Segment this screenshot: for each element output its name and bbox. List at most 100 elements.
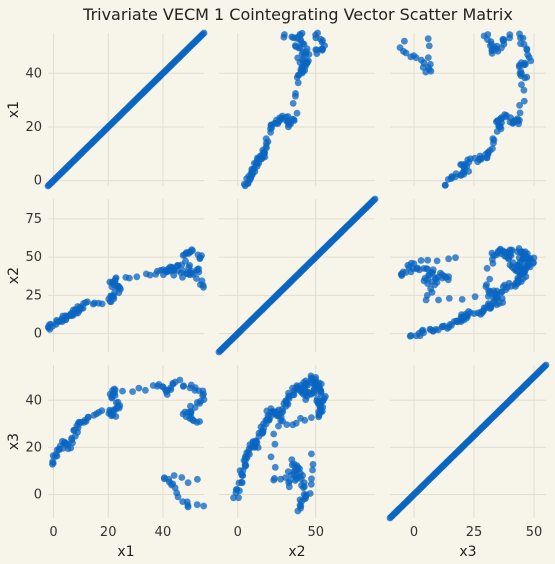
scatter-point (445, 295, 453, 302)
scatter-point (489, 135, 497, 143)
scatter-point (110, 385, 118, 393)
scatter-point (312, 46, 320, 53)
scatter-point (425, 42, 433, 50)
x-tick-label: 0 (234, 525, 242, 540)
scatter-point (309, 461, 317, 468)
scatter-point (196, 399, 204, 407)
scatter-point (300, 484, 307, 492)
scatter-point (98, 300, 106, 308)
scatter-point (477, 154, 485, 162)
scatter-point (267, 453, 275, 461)
y-tick-label: 50 (25, 250, 42, 265)
scatter-point (200, 502, 208, 510)
scatter-point (285, 483, 293, 491)
scatter-point (289, 100, 297, 107)
scatter-point (262, 135, 270, 143)
scatter-point (157, 266, 165, 274)
scatter-point (193, 275, 200, 282)
scatter-point (178, 474, 186, 481)
y-tick-label: 75 (25, 212, 42, 227)
scatter-point (84, 298, 91, 306)
scatter-point (471, 293, 479, 301)
scatter-point (516, 30, 523, 38)
panel-x1-vs-x3 (390, 30, 546, 189)
scatter-point (308, 414, 315, 421)
y-tick-label: 0 (34, 487, 42, 502)
scatter-point (408, 259, 415, 267)
scatter-point (84, 413, 92, 421)
scatter-point (275, 406, 283, 414)
scatter-point (113, 399, 120, 407)
scatter-point (171, 484, 179, 492)
scatter-point (292, 43, 300, 50)
scatter-point (424, 63, 432, 71)
chart-title: Trivariate VECM 1 Cointegrating Vector S… (82, 5, 513, 24)
scatter-point (489, 260, 497, 267)
scatter-point (184, 503, 192, 511)
scatter-point (180, 382, 188, 390)
scatter-point (486, 275, 494, 283)
scatter-point (133, 273, 141, 281)
scatter-point (170, 472, 178, 479)
x-tick-label: 20 (100, 525, 117, 540)
scatter-point (238, 478, 246, 486)
x-tick-label: 0 (49, 525, 57, 540)
scatter-point (435, 296, 442, 304)
scatter-point (186, 262, 194, 269)
x-tick-label: 50 (526, 525, 543, 540)
scatter-point (424, 256, 432, 264)
scatter-point (298, 50, 306, 58)
scatter-point (420, 329, 427, 337)
scatter-point (441, 181, 449, 189)
y-tick-label: 25 (25, 288, 42, 303)
y-tick-label: 0 (34, 327, 42, 342)
scatter-point (288, 115, 296, 123)
scatter-point (488, 249, 496, 257)
scatter-point (445, 255, 452, 263)
scatter-point (196, 418, 204, 425)
panel-x2-vs-x3 (390, 199, 546, 352)
scatter-point (424, 54, 432, 61)
scatter-point (315, 413, 323, 421)
scatter-point (162, 268, 170, 275)
scatter-point (167, 386, 175, 393)
scatter-point (271, 463, 279, 471)
scatter-point (433, 257, 441, 265)
scatter-point (442, 274, 450, 281)
scatter-point (542, 361, 550, 369)
scatter-point (484, 293, 492, 300)
x-axis-label: x3 (459, 544, 476, 560)
scatter-point (289, 421, 297, 429)
scatter-point (142, 386, 149, 394)
scatter-point (300, 40, 308, 48)
scatter-point (520, 86, 528, 94)
scatter-point (423, 292, 431, 299)
scatter-point (486, 147, 494, 154)
scatter-point (200, 283, 207, 291)
scatter-point (233, 486, 241, 493)
scatter-point (517, 40, 524, 47)
y-tick-label: 20 (25, 440, 42, 455)
scatter-point (286, 477, 293, 485)
scatter-point (187, 402, 194, 410)
scatter-point (112, 274, 120, 282)
scatter-point (125, 274, 133, 282)
scatter-point (318, 46, 326, 54)
scatter-point (513, 248, 521, 256)
scatter-point (304, 388, 312, 396)
scatter-point (129, 388, 137, 395)
x-tick-label: 40 (155, 525, 172, 540)
scatter-point (146, 271, 154, 279)
scatter-point (399, 268, 407, 276)
scatter-point (297, 502, 305, 510)
scatter-point (406, 332, 414, 340)
scatter-point (312, 31, 319, 39)
scatter-point (429, 269, 436, 277)
panel-x3-vs-x3: 0 25 50 x3 (386, 361, 550, 560)
panel-x2-vs-x1: 0 25 50 75 x2 (6, 199, 207, 352)
scatter-point (293, 109, 301, 117)
panel-x2-vs-x2 (215, 195, 379, 356)
scatter-point (297, 414, 304, 422)
